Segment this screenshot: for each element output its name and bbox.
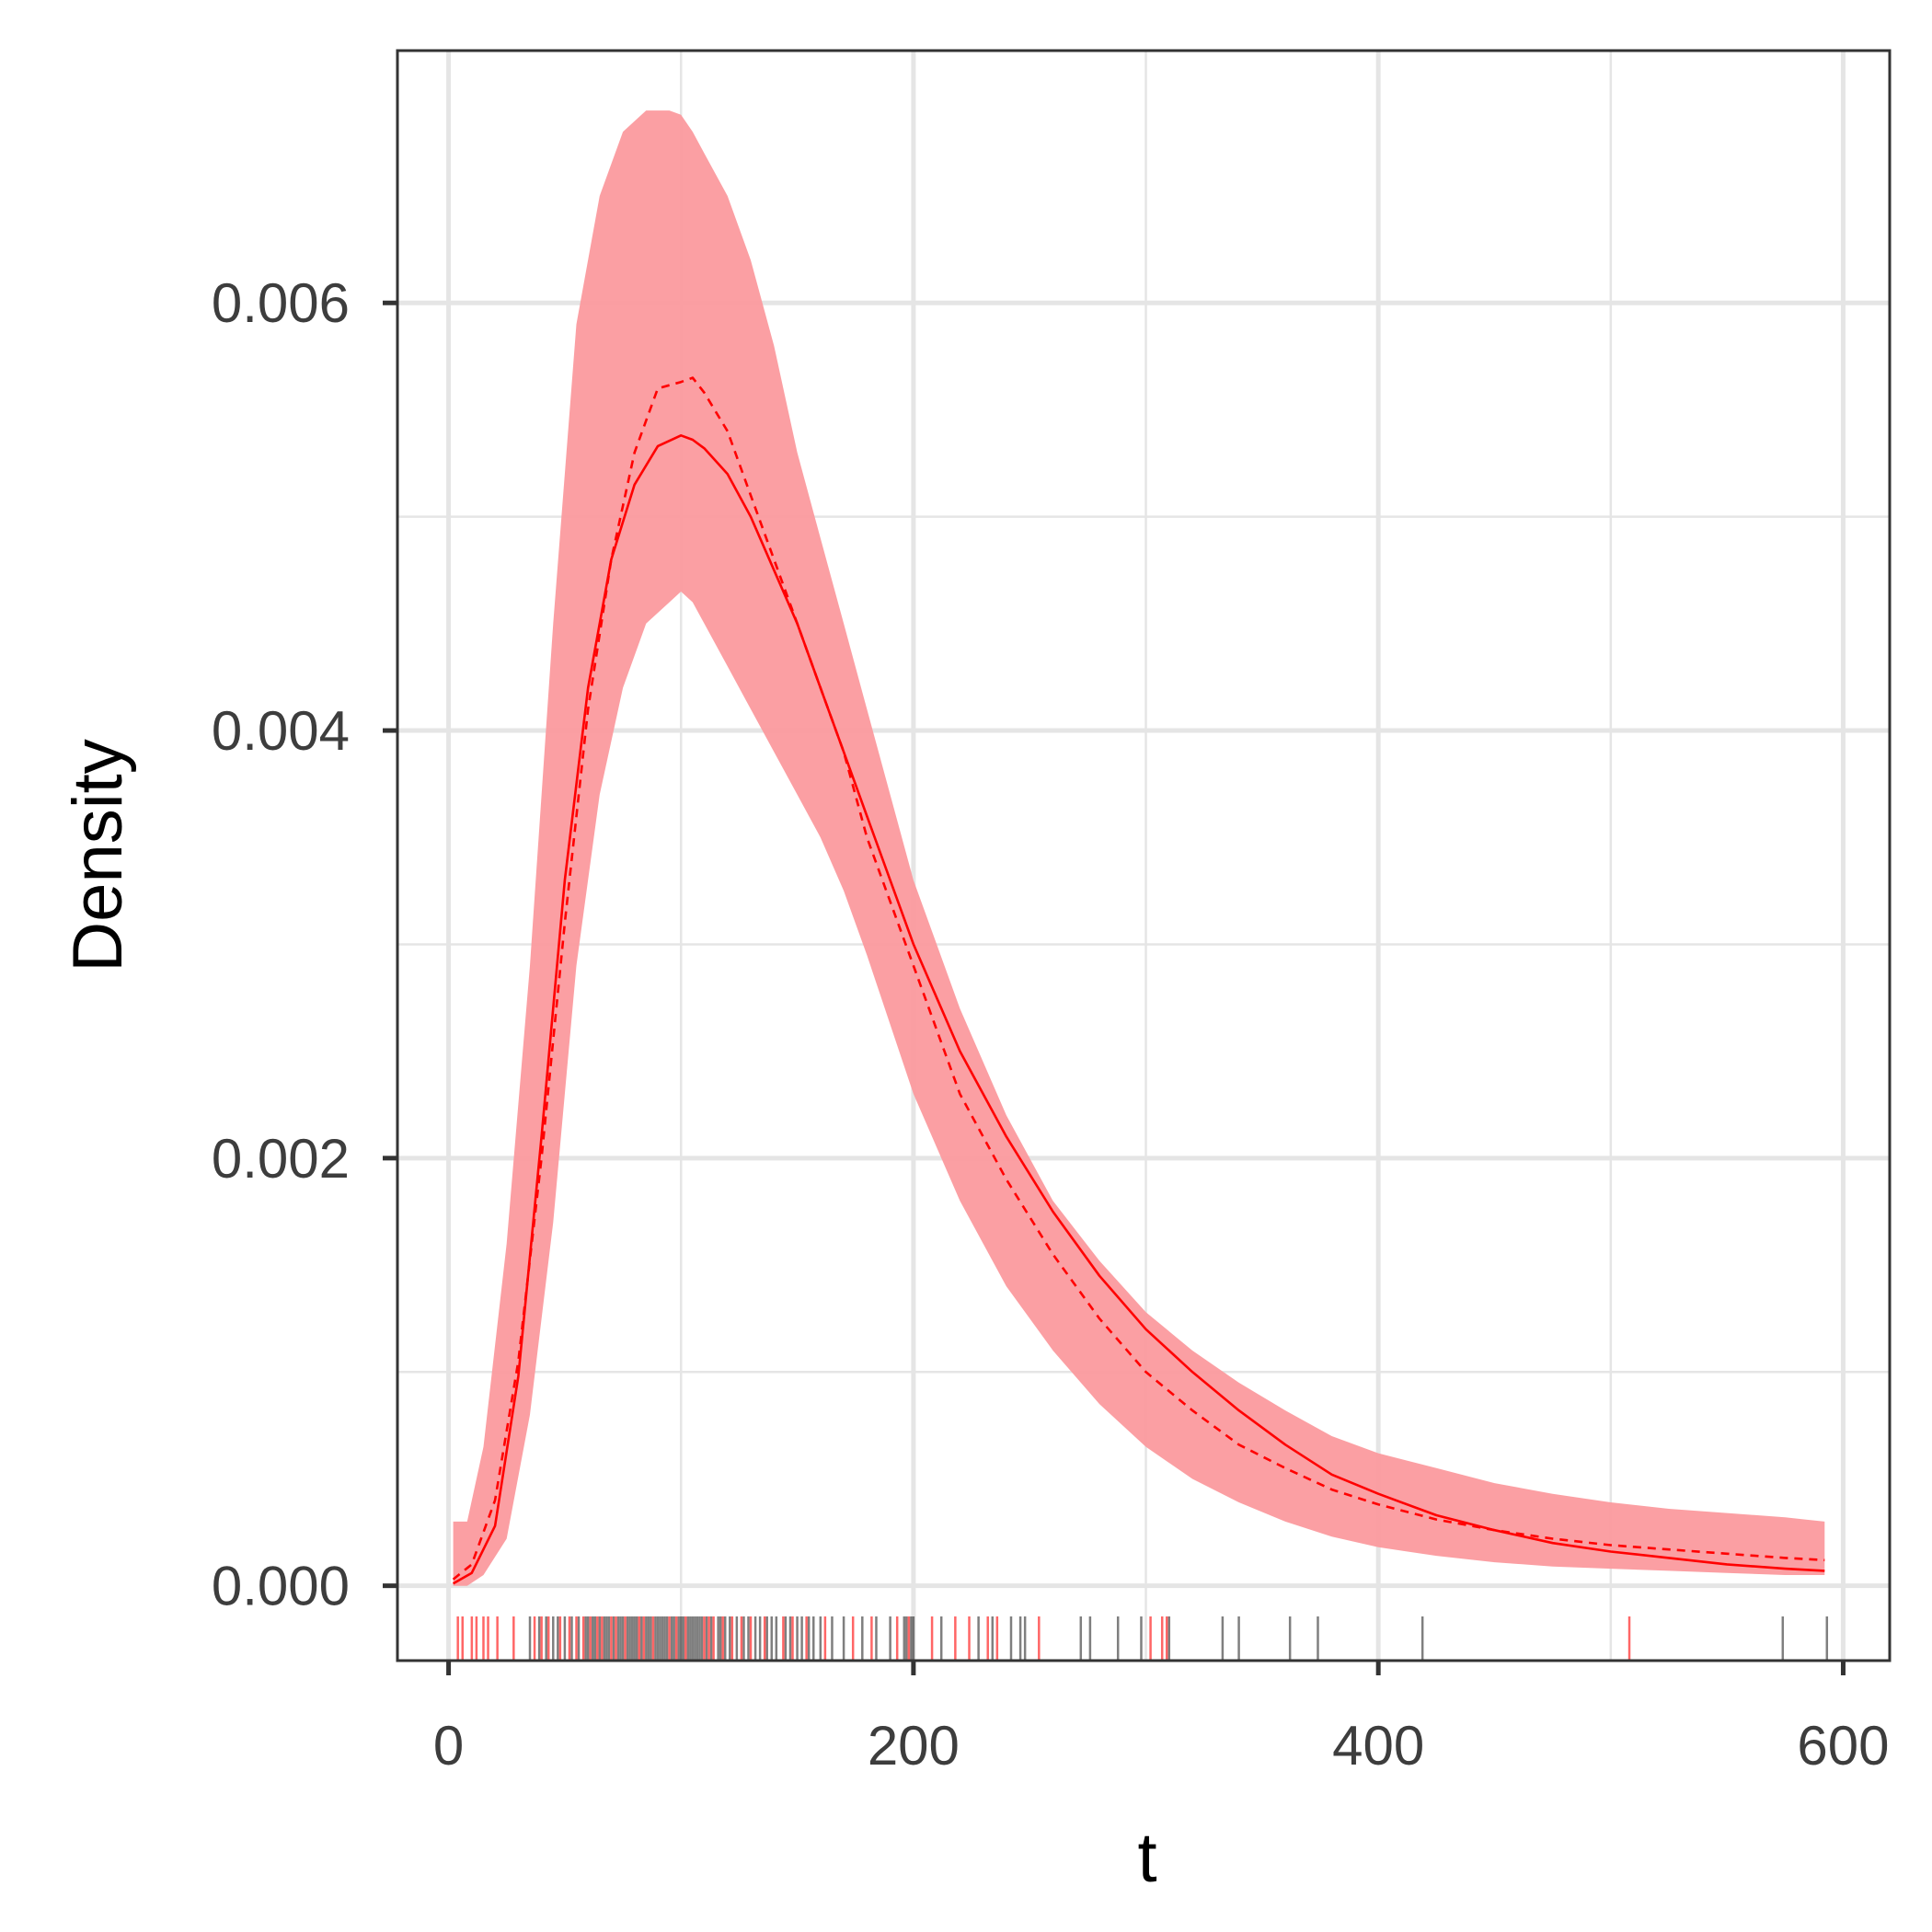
grid-lines: [397, 51, 1890, 1661]
density-lines-group: [452, 376, 1825, 1585]
y-tick-label: 0.006: [212, 272, 350, 334]
rug-ticks-group: [456, 1616, 1829, 1661]
confidence-band: [453, 110, 1825, 1586]
x-tick-label: 600: [1797, 1715, 1889, 1777]
y-axis-title: Density: [59, 739, 137, 972]
solid-density-line: [452, 433, 1825, 1585]
x-tick-label: 400: [1332, 1715, 1424, 1777]
confidence-band-group: [453, 110, 1825, 1586]
x-axis-title: t: [1137, 1819, 1156, 1897]
dashed-density-line: [452, 376, 1825, 1581]
panel-border: [396, 49, 1892, 1662]
x-tick-label: 0: [433, 1715, 464, 1777]
axes-group: 0 200 400 600 0.000 0.002 0.004 0.006: [212, 272, 1890, 1777]
y-tick-label: 0.004: [212, 700, 350, 762]
y-tick-label: 0.000: [212, 1556, 350, 1617]
x-tick-label: 200: [868, 1715, 960, 1777]
y-tick-label: 0.002: [212, 1128, 350, 1190]
